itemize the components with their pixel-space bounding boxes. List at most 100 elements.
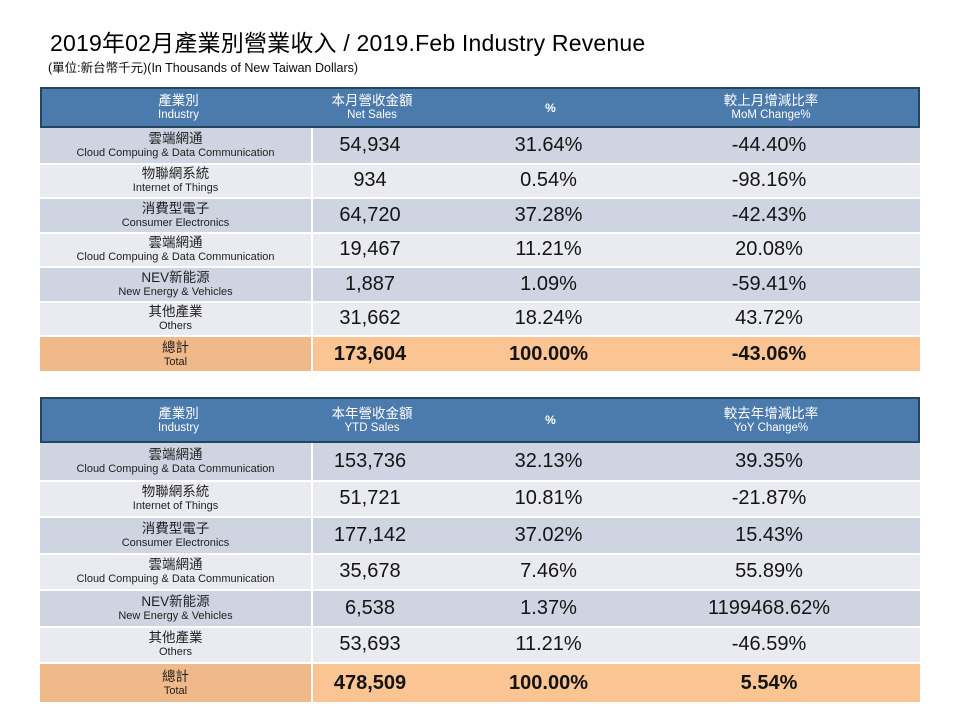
industry-name-en: Others [158,646,192,659]
industry-name-zh: 消費型電子 [141,200,210,216]
column-header-en: YTD Sales [344,421,400,434]
table-row: 物聯網系統 Internet of Things 934 0.54% -98.16% [40,162,920,198]
sales-value-cell: 1,887 [313,268,427,301]
total-sales-value: 173,604 [333,342,407,365]
total-percent-value: 100.00% [509,342,588,365]
change-value-cell: -46.59% [670,628,920,663]
industry-name-en: Consumer Electronics [121,216,230,229]
column-header-zh: 本月營收金額 [331,93,413,108]
change-value: -46.59% [731,633,807,656]
column-header-sales: 本月營收金額 Net Sales [315,89,429,126]
table-row: 雲端網通 Cloud Compuing & Data Communication 1… [40,443,920,480]
industry-name-zh: 消費型電子 [141,520,210,536]
percent-value: 31.64% [514,133,583,156]
total-label-en: Total [163,355,188,368]
change-value: 39.35% [735,449,803,472]
sales-value: 177,142 [333,523,407,546]
change-value: 55.89% [735,560,803,583]
column-header-industry: 產業別 Industry [42,89,315,126]
industry-name-en: Others [158,320,192,333]
industry-name-zh: 其他產業 [148,630,203,646]
total-label-cell: 總計 Total [40,664,313,702]
percent-value: 10.81% [514,487,583,510]
change-value: 20.08% [735,238,803,261]
total-percent-cell: 100.00% [427,337,670,371]
industry-name-en: New Energy & Vehicles [118,609,233,622]
percent-value-cell: 11.21% [427,234,670,267]
sales-value-cell: 51,721 [313,482,427,517]
page-subtitle: (單位:新台幣千元)(In Thousands of New Taiwan Do… [48,61,359,75]
industry-name-en: Cloud Compuing & Data Communication [76,462,275,475]
industry-cell: 物聯網系統 Internet of Things [40,481,313,516]
change-value: -59.41% [731,272,807,295]
column-header-en: Industry [158,421,199,434]
sales-value-cell: 31,662 [313,303,427,336]
total-label-en: Total [163,684,188,697]
change-value: -21.87% [731,487,807,510]
percent-value: 37.02% [514,523,583,546]
ytd-header-row: 產業別 Industry 本年營收金額 YTD Sales% 較去年增減比率 YoY Ch… [40,397,920,443]
sales-value: 934 [353,169,387,192]
column-header-industry: 產業別 Industry [42,399,315,441]
sales-value-cell: 35,678 [313,555,427,590]
sales-value-cell: 177,142 [313,518,427,553]
percent-value-cell: 37.02% [427,518,670,553]
industry-name-en: Cloud Compuing & Data Communication [76,573,275,586]
percent-value-cell: 11.21% [427,628,670,663]
total-percent-cell: 100.00% [427,664,670,702]
sales-value: 153,736 [333,449,407,472]
column-header-zh: 產業別 [158,93,199,108]
industry-name-zh: 雲端網通 [148,235,203,251]
change-value-cell: -42.43% [670,199,920,232]
total-change-cell: -43.06% [670,337,920,371]
monthly-header-row: 產業別 Industry 本月營收金額 Net Sales% 較上月增減比率 MoM Ch… [40,87,920,128]
percent-value: 11.21% [515,238,582,261]
change-value: -42.43% [731,203,807,226]
monthly-total-row: 總計 Total 173,604 100.00% -43.06% [40,335,920,371]
industry-name-zh: 雲端網通 [148,557,203,573]
percent-value: 0.54% [520,169,577,192]
table-row: 雲端網通 Cloud Compuing & Data Communication 3… [40,552,920,590]
industry-cell: NEV新能源 New Energy & Vehicles [40,268,313,301]
table-row: 消費型電子 Consumer Electronics 64,720 37.28% -42… [40,197,920,232]
percent-value-cell: 1.09% [427,268,670,301]
percent-value: 1.37% [520,596,577,619]
table-row: 雲端網通 Cloud Compuing & Data Communication 5… [40,128,920,163]
percent-value-cell: 32.13% [427,443,670,480]
industry-cell: 雲端網通 Cloud Compuing & Data Communication [40,128,313,163]
industry-name-zh: NEV新能源 [141,269,210,285]
industry-name-en: Internet of Things [132,500,219,513]
change-value: 1199468.62% [708,596,830,619]
change-value-cell: -98.16% [670,165,920,198]
table-row: NEV新能源 New Energy & Vehicles 6,538 1.37% 119… [40,589,920,626]
industry-name-en: Cloud Compuing & Data Communication [76,251,275,264]
monthly-revenue-table: 產業別 Industry 本月營收金額 Net Sales% 較上月增減比率 MoM Ch… [40,87,920,371]
total-label-zh: 總計 [162,668,189,684]
total-label-zh: 總計 [162,339,189,355]
industry-name-zh: 物聯網系統 [141,484,210,500]
column-header-pct: % [429,399,672,441]
percent-value-cell: 10.81% [427,482,670,517]
sales-value: 54,934 [339,133,401,156]
total-sales-cell: 173,604 [313,337,427,371]
change-value-cell: 55.89% [670,555,920,590]
table-row: 雲端網通 Cloud Compuing & Data Communication 1… [40,231,920,267]
industry-cell: 雲端網通 Cloud Compuing & Data Communication [40,554,313,589]
industry-name-zh: 其他產業 [148,304,203,320]
total-percent-value: 100.00% [509,671,588,694]
table-row: NEV新能源 New Energy & Vehicles 1,887 1.09% -59… [40,266,920,301]
table-row: 物聯網系統 Internet of Things 51,721 10.81% -21.8… [40,479,920,517]
percent-value: 32.13% [514,449,583,472]
column-header-zh: 較上月增減比率 [723,93,819,108]
column-header-change: 較去年增減比率 YoY Change% [672,399,922,441]
industry-cell: 其他產業 Others [40,302,313,335]
column-header-zh: 本年營收金額 [331,405,413,421]
industry-name-zh: 雲端網通 [148,130,203,146]
percent-value: 7.46% [520,560,577,583]
total-sales-cell: 478,509 [313,664,427,702]
change-value-cell: 15.43% [670,518,920,553]
ytd-total-row: 總計 Total 478,509 100.00% 5.54% [40,662,920,702]
percent-value-cell: 1.37% [427,591,670,626]
table-row: 消費型電子 Consumer Electronics 177,142 37.02% 15… [40,516,920,553]
total-label-cell: 總計 Total [40,337,313,371]
